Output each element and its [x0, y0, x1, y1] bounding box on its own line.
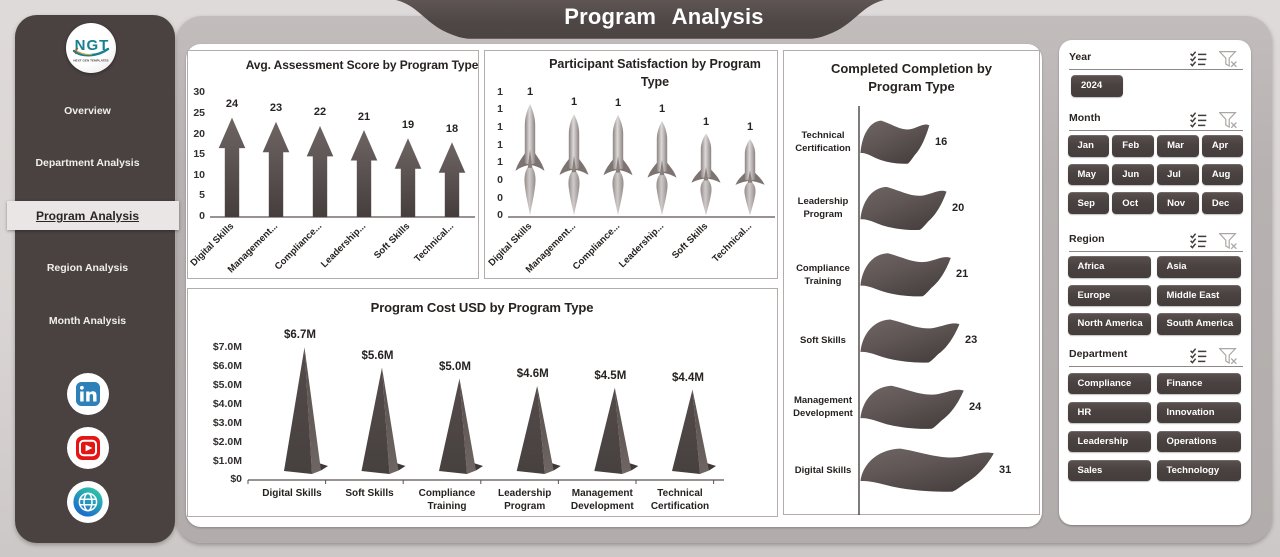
svg-text:NGT: NGT — [75, 37, 110, 54]
svg-text:NEXT GEN TEMPLATES: NEXT GEN TEMPLATES — [73, 59, 108, 63]
